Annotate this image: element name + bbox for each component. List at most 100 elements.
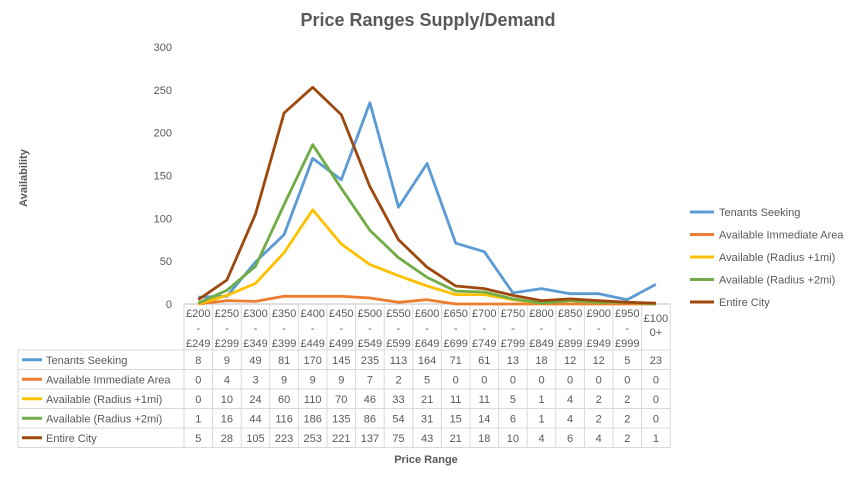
table-cell: 54: [392, 414, 404, 426]
x-category-label: -: [311, 323, 315, 335]
x-category-label: £700: [472, 308, 496, 320]
table-cell: 116: [275, 414, 293, 426]
table-cell: 5: [624, 355, 630, 367]
x-category-label: £499: [329, 338, 353, 350]
table-cell: 2: [395, 375, 401, 387]
table-cell: 44: [249, 414, 261, 426]
table-cell: 235: [361, 355, 379, 367]
table-cell: 135: [332, 414, 350, 426]
table-cell: 31: [421, 414, 433, 426]
x-category-label: £399: [272, 338, 296, 350]
table-cell: 4: [567, 394, 573, 406]
table-cell: 2: [624, 414, 630, 426]
table-cell: 221: [332, 433, 350, 445]
x-category-label: 0+: [650, 327, 663, 339]
table-cell: 43: [421, 433, 433, 445]
table-cell: 11: [450, 394, 461, 406]
table-cell: 0: [624, 375, 630, 387]
x-category-label: £749: [472, 338, 496, 350]
x-category-label: -: [425, 323, 429, 335]
table-cell: 0: [453, 375, 459, 387]
table-cell: 164: [418, 355, 436, 367]
table-cell: 186: [304, 414, 322, 426]
x-category-label: £850: [558, 308, 582, 320]
table-cell: 113: [390, 355, 408, 367]
x-category-label: £949: [586, 338, 610, 350]
x-category-label: £349: [243, 338, 267, 350]
x-category-label: -: [511, 323, 515, 335]
table-cell: 10: [221, 394, 233, 406]
table-cell: 1: [538, 394, 544, 406]
table-cell: 12: [564, 355, 576, 367]
table-cell: 6: [567, 433, 573, 445]
x-category-label: £299: [215, 338, 239, 350]
x-category-label: £750: [501, 308, 525, 320]
table-cell: 13: [507, 355, 519, 367]
table-cell: 18: [478, 433, 490, 445]
table-cell: 5: [195, 433, 201, 445]
legend-label: Available (Radius +1mi): [719, 252, 835, 264]
table-cell: 2: [624, 394, 630, 406]
x-category-label: -: [368, 323, 372, 335]
x-category-label: £999: [615, 338, 639, 350]
x-axis-label: Price Range: [394, 454, 458, 466]
x-category-label: -: [454, 323, 458, 335]
table-cell: 0: [195, 394, 201, 406]
table-cell: 2: [624, 433, 630, 445]
table-cell: 4: [567, 414, 573, 426]
table-cell: 4: [224, 375, 230, 387]
legend-label: Entire City: [719, 297, 770, 309]
table-row-label: Tenants Seeking: [46, 355, 127, 367]
table-cell: 4: [596, 433, 602, 445]
x-category-label: -: [196, 323, 200, 335]
x-category-label: -: [482, 323, 486, 335]
table-cell: 46: [364, 394, 376, 406]
x-category-label: £250: [215, 308, 239, 320]
table-cell: 15: [450, 414, 462, 426]
x-category-label: £900: [586, 308, 610, 320]
table-cell: 8: [195, 355, 201, 367]
x-category-label: £449: [300, 338, 324, 350]
series-line: [197, 208, 656, 306]
x-category-label: -: [282, 323, 286, 335]
x-category-label: £549: [358, 338, 382, 350]
x-category-label: -: [254, 323, 258, 335]
table-cell: 33: [392, 394, 404, 406]
table-cell: 9: [281, 375, 287, 387]
table-cell: 21: [450, 433, 462, 445]
table-cell: 60: [278, 394, 290, 406]
x-category-label: £599: [386, 338, 410, 350]
table-cell: 0: [510, 375, 516, 387]
table-row-label: Entire City: [46, 433, 97, 445]
table-cell: 137: [361, 433, 379, 445]
x-category-label: £100: [644, 313, 668, 325]
table-cell: 18: [535, 355, 547, 367]
y-tick-label: 200: [154, 128, 172, 140]
table-cell: 1: [195, 414, 201, 426]
table-cell: 70: [335, 394, 347, 406]
series-line: [197, 143, 656, 306]
x-category-label: -: [540, 323, 544, 335]
table-cell: 145: [332, 355, 350, 367]
y-tick-label: 100: [154, 213, 172, 225]
table-cell: 1: [538, 414, 544, 426]
table-cell: 0: [596, 375, 602, 387]
table-cell: 16: [221, 414, 233, 426]
table-cell: 21: [421, 394, 433, 406]
table-cell: 6: [510, 414, 516, 426]
table-cell: 61: [478, 355, 490, 367]
y-axis-label: Availability: [18, 148, 30, 207]
y-tick-label: 300: [154, 42, 172, 54]
x-category-label: £600: [415, 308, 439, 320]
x-category-label: £799: [501, 338, 525, 350]
table-cell: 11: [479, 394, 490, 406]
table-cell: 110: [304, 394, 322, 406]
table-cell: 71: [450, 355, 462, 367]
chart-title: Price Ranges Supply/Demand: [300, 10, 555, 30]
x-category-label: £350: [272, 308, 296, 320]
x-category-label: -: [625, 323, 629, 335]
y-tick-label: 250: [154, 85, 172, 97]
x-category-label: £800: [529, 308, 553, 320]
x-category-label: -: [568, 323, 572, 335]
table-cell: 0: [653, 414, 659, 426]
